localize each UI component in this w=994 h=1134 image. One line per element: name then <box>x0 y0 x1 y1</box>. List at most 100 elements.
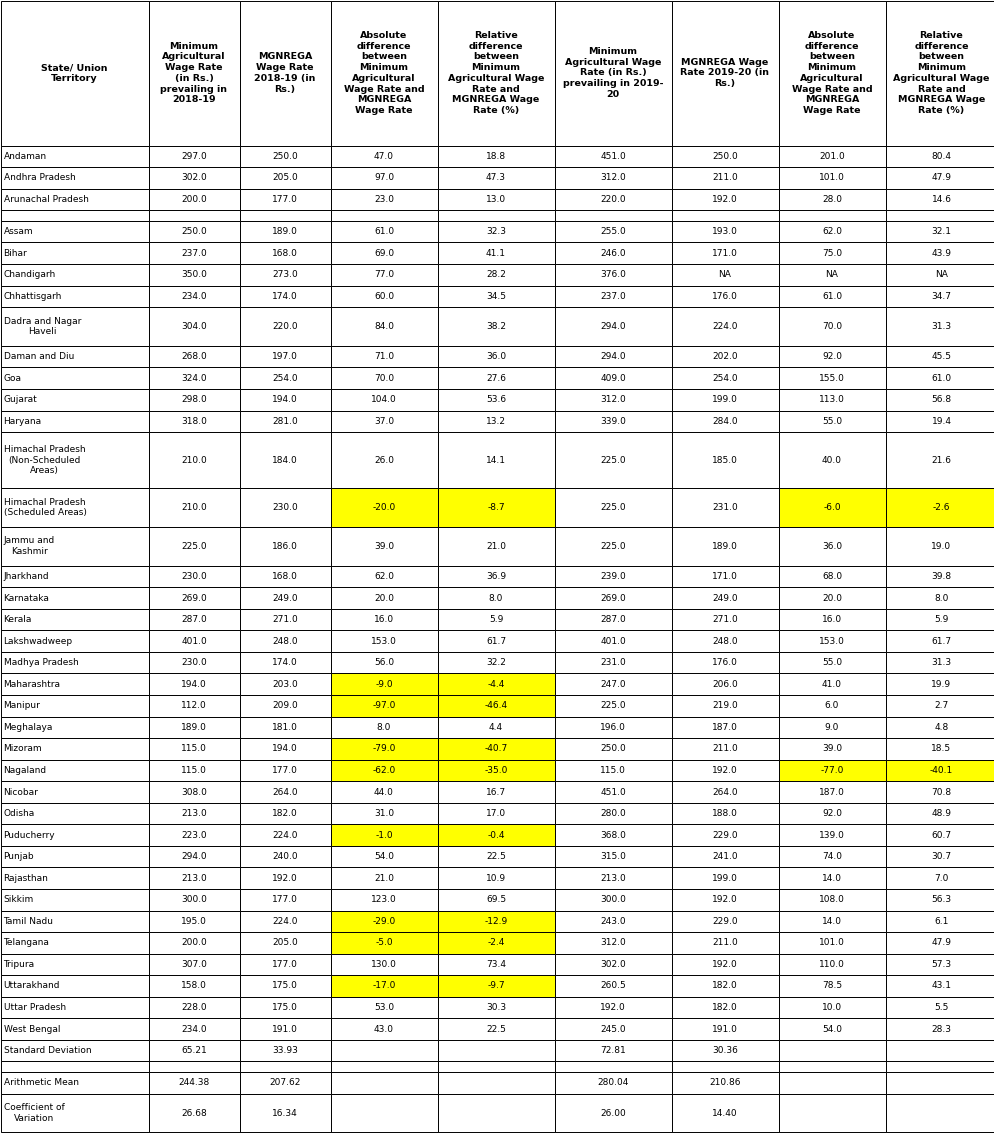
Text: 268.0: 268.0 <box>181 353 207 362</box>
Text: 192.0: 192.0 <box>272 873 298 882</box>
Text: 231.0: 231.0 <box>600 658 626 667</box>
Text: 84.0: 84.0 <box>374 322 394 331</box>
Text: Tripura: Tripura <box>4 959 35 968</box>
Text: 192.0: 192.0 <box>600 1002 626 1012</box>
Text: 8.0: 8.0 <box>489 593 503 602</box>
Text: 300.0: 300.0 <box>600 895 626 904</box>
Bar <box>886 997 994 1018</box>
Text: Manipur: Manipur <box>4 701 41 710</box>
Bar <box>330 488 437 527</box>
Bar <box>886 889 994 911</box>
Bar <box>886 717 994 738</box>
Text: 92.0: 92.0 <box>822 809 842 818</box>
Bar <box>672 346 778 367</box>
Bar <box>330 145 437 167</box>
Text: -2.4: -2.4 <box>487 938 505 947</box>
Bar <box>778 911 886 932</box>
Bar <box>1 1093 148 1133</box>
Text: 171.0: 171.0 <box>712 572 738 581</box>
Bar <box>240 674 330 695</box>
Bar <box>1 1061 148 1072</box>
Text: -20.0: -20.0 <box>373 503 396 513</box>
Text: 213.0: 213.0 <box>600 873 626 882</box>
Bar <box>240 188 330 210</box>
Bar <box>555 889 672 911</box>
Text: -12.9: -12.9 <box>484 916 508 925</box>
Text: 245.0: 245.0 <box>600 1024 626 1033</box>
Bar <box>672 367 778 389</box>
Text: Andhra Pradesh: Andhra Pradesh <box>4 174 76 183</box>
Text: 69.0: 69.0 <box>374 248 394 257</box>
Bar <box>240 868 330 889</box>
Text: -9.7: -9.7 <box>487 981 505 990</box>
Text: 73.4: 73.4 <box>486 959 506 968</box>
Text: 43.9: 43.9 <box>931 248 951 257</box>
Bar <box>240 1072 330 1093</box>
Text: 43.1: 43.1 <box>931 981 951 990</box>
Bar <box>330 889 437 911</box>
Text: 101.0: 101.0 <box>819 938 845 947</box>
Text: 56.3: 56.3 <box>931 895 951 904</box>
Bar <box>1 846 148 868</box>
Bar <box>148 760 240 781</box>
Text: Arithmetic Mean: Arithmetic Mean <box>4 1078 79 1088</box>
Text: 312.0: 312.0 <box>600 938 626 947</box>
Text: 192.0: 192.0 <box>712 895 738 904</box>
Text: 115.0: 115.0 <box>181 744 207 753</box>
Text: 55.0: 55.0 <box>822 417 842 426</box>
Text: 38.2: 38.2 <box>486 322 506 331</box>
Text: 16.34: 16.34 <box>272 1109 298 1118</box>
Bar <box>778 781 886 803</box>
Bar <box>672 1093 778 1133</box>
Text: 26.68: 26.68 <box>181 1109 207 1118</box>
Text: 14.0: 14.0 <box>822 916 842 925</box>
Bar <box>778 587 886 609</box>
Bar <box>1 674 148 695</box>
Bar <box>778 932 886 954</box>
Bar <box>778 760 886 781</box>
Bar <box>330 717 437 738</box>
Bar <box>672 609 778 631</box>
Text: 14.40: 14.40 <box>712 1109 738 1118</box>
Bar <box>330 566 437 587</box>
Text: 153.0: 153.0 <box>371 636 397 645</box>
Bar <box>330 1061 437 1072</box>
Text: 177.0: 177.0 <box>272 765 298 775</box>
Bar <box>240 695 330 717</box>
Text: Karnataka: Karnataka <box>4 593 50 602</box>
Text: 19.4: 19.4 <box>931 417 951 426</box>
Text: Chhattisgarh: Chhattisgarh <box>4 291 62 301</box>
Text: 4.8: 4.8 <box>934 722 948 731</box>
Bar <box>330 346 437 367</box>
Bar <box>330 954 437 975</box>
Text: 224.0: 224.0 <box>272 830 298 839</box>
Text: 33.93: 33.93 <box>272 1046 298 1055</box>
Bar <box>437 1093 555 1133</box>
Text: 189.0: 189.0 <box>712 542 738 551</box>
Bar <box>778 145 886 167</box>
Text: 300.0: 300.0 <box>181 895 207 904</box>
Text: Madhya Pradesh: Madhya Pradesh <box>4 658 79 667</box>
Bar <box>437 932 555 954</box>
Bar <box>148 188 240 210</box>
Bar <box>1 975 148 997</box>
Text: 225.0: 225.0 <box>181 542 207 551</box>
Text: Gujarat: Gujarat <box>4 396 37 405</box>
Bar <box>148 432 240 488</box>
Text: Minimum
Agricultural Wage
Rate (in Rs.)
prevailing in 2019-
20: Minimum Agricultural Wage Rate (in Rs.) … <box>563 46 663 99</box>
Text: 185.0: 185.0 <box>712 456 738 465</box>
Text: 231.0: 231.0 <box>712 503 738 513</box>
Text: -2.6: -2.6 <box>932 503 950 513</box>
Bar <box>778 346 886 367</box>
Text: 249.0: 249.0 <box>712 593 738 602</box>
Bar <box>555 932 672 954</box>
Text: 269.0: 269.0 <box>600 593 626 602</box>
Text: 284.0: 284.0 <box>712 417 738 426</box>
Bar <box>886 1040 994 1061</box>
Bar <box>240 367 330 389</box>
Text: 182.0: 182.0 <box>712 981 738 990</box>
Bar <box>778 824 886 846</box>
Text: 230.0: 230.0 <box>181 658 207 667</box>
Text: 26.0: 26.0 <box>374 456 394 465</box>
Bar <box>555 954 672 975</box>
